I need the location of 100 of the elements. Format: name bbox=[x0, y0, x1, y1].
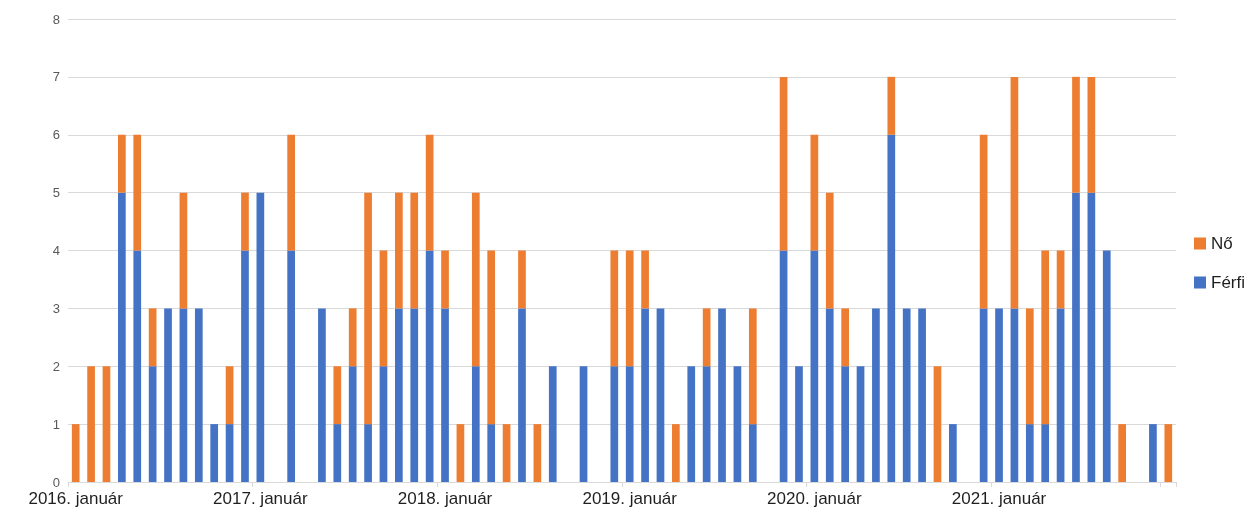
bar bbox=[1056, 250, 1065, 309]
bar bbox=[949, 424, 957, 482]
bar bbox=[333, 366, 342, 425]
bar bbox=[610, 250, 619, 367]
bar bbox=[841, 308, 849, 367]
bar bbox=[487, 250, 496, 425]
bar bbox=[318, 308, 326, 482]
bar bbox=[933, 366, 942, 482]
bar bbox=[1010, 308, 1019, 482]
bar bbox=[102, 366, 111, 482]
y-tick-label: 3 bbox=[52, 300, 60, 316]
bar bbox=[425, 134, 434, 251]
bar bbox=[471, 192, 480, 367]
y-tick-label: 0 bbox=[52, 474, 60, 490]
bar bbox=[779, 76, 788, 251]
bar bbox=[348, 308, 357, 367]
bar bbox=[471, 366, 480, 482]
bar bbox=[487, 424, 496, 482]
bar bbox=[410, 192, 419, 309]
bar bbox=[241, 192, 249, 251]
bar bbox=[656, 308, 665, 482]
bar bbox=[718, 308, 726, 482]
bar bbox=[1041, 424, 1050, 482]
bar bbox=[287, 250, 295, 482]
bar bbox=[995, 308, 1003, 482]
bar bbox=[1087, 76, 1096, 193]
bar bbox=[164, 308, 172, 482]
bar bbox=[241, 250, 249, 482]
bar bbox=[256, 192, 265, 482]
bar bbox=[810, 250, 819, 482]
bar bbox=[133, 250, 142, 482]
bar bbox=[379, 366, 388, 482]
bar bbox=[672, 424, 680, 482]
bar bbox=[1025, 424, 1034, 482]
bar bbox=[1072, 76, 1080, 193]
bar bbox=[148, 366, 157, 482]
bar bbox=[441, 308, 449, 482]
bar bbox=[625, 366, 634, 482]
bar bbox=[395, 308, 403, 482]
bar bbox=[733, 366, 742, 482]
bar bbox=[1072, 192, 1080, 482]
x-tick-label: 2020. január bbox=[767, 489, 862, 508]
bar bbox=[194, 308, 203, 482]
bar bbox=[825, 308, 834, 482]
x-tick-label: 2016. január bbox=[28, 489, 124, 508]
bar bbox=[148, 308, 157, 367]
bar bbox=[518, 308, 526, 482]
bar bbox=[1118, 424, 1126, 482]
bar bbox=[364, 424, 372, 482]
bar bbox=[825, 192, 834, 309]
bar bbox=[810, 134, 819, 251]
bar bbox=[179, 308, 188, 482]
y-tick-label: 6 bbox=[52, 127, 60, 143]
y-tick-label: 5 bbox=[52, 185, 60, 201]
bar bbox=[795, 366, 803, 482]
bar bbox=[641, 308, 649, 482]
bar bbox=[887, 134, 896, 482]
bar bbox=[610, 366, 619, 482]
bar bbox=[1087, 192, 1096, 482]
bar bbox=[71, 424, 80, 482]
bar bbox=[779, 250, 788, 482]
x-tick-label: 2018. január bbox=[397, 489, 493, 508]
bar bbox=[87, 366, 95, 482]
y-tick-label: 4 bbox=[52, 243, 60, 258]
bar bbox=[379, 250, 388, 367]
bar bbox=[441, 250, 449, 309]
bar bbox=[548, 366, 557, 482]
y-tick-label: 7 bbox=[52, 69, 60, 85]
bar bbox=[425, 250, 434, 482]
bar bbox=[118, 192, 126, 482]
bar bbox=[348, 366, 357, 482]
bar bbox=[118, 134, 126, 193]
bar bbox=[364, 192, 372, 425]
bar bbox=[1164, 424, 1173, 482]
bar bbox=[210, 424, 219, 482]
bar bbox=[872, 308, 880, 482]
bar bbox=[687, 366, 696, 482]
bar bbox=[133, 134, 142, 251]
bar bbox=[1056, 308, 1065, 482]
bar bbox=[287, 134, 295, 251]
legend-label: Férfi bbox=[1211, 273, 1245, 292]
bar bbox=[902, 308, 911, 482]
bar bbox=[748, 424, 757, 482]
bar bbox=[225, 424, 234, 482]
legend-label: Nő bbox=[1211, 234, 1233, 253]
bar bbox=[856, 366, 865, 482]
y-tick-label: 1 bbox=[52, 416, 60, 432]
bar bbox=[1149, 424, 1157, 482]
bar bbox=[410, 308, 419, 482]
bar bbox=[1025, 308, 1034, 425]
y-tick-label: 8 bbox=[52, 11, 60, 27]
x-tick-label: 2021. január bbox=[951, 489, 1047, 508]
bar bbox=[179, 192, 188, 309]
bar bbox=[841, 366, 849, 482]
bar bbox=[502, 424, 511, 482]
bar bbox=[625, 250, 634, 367]
x-tick-label: 2017. január bbox=[213, 489, 308, 508]
x-tick-label: 2019. január bbox=[582, 489, 678, 508]
bar bbox=[518, 250, 526, 309]
bar bbox=[979, 134, 988, 309]
